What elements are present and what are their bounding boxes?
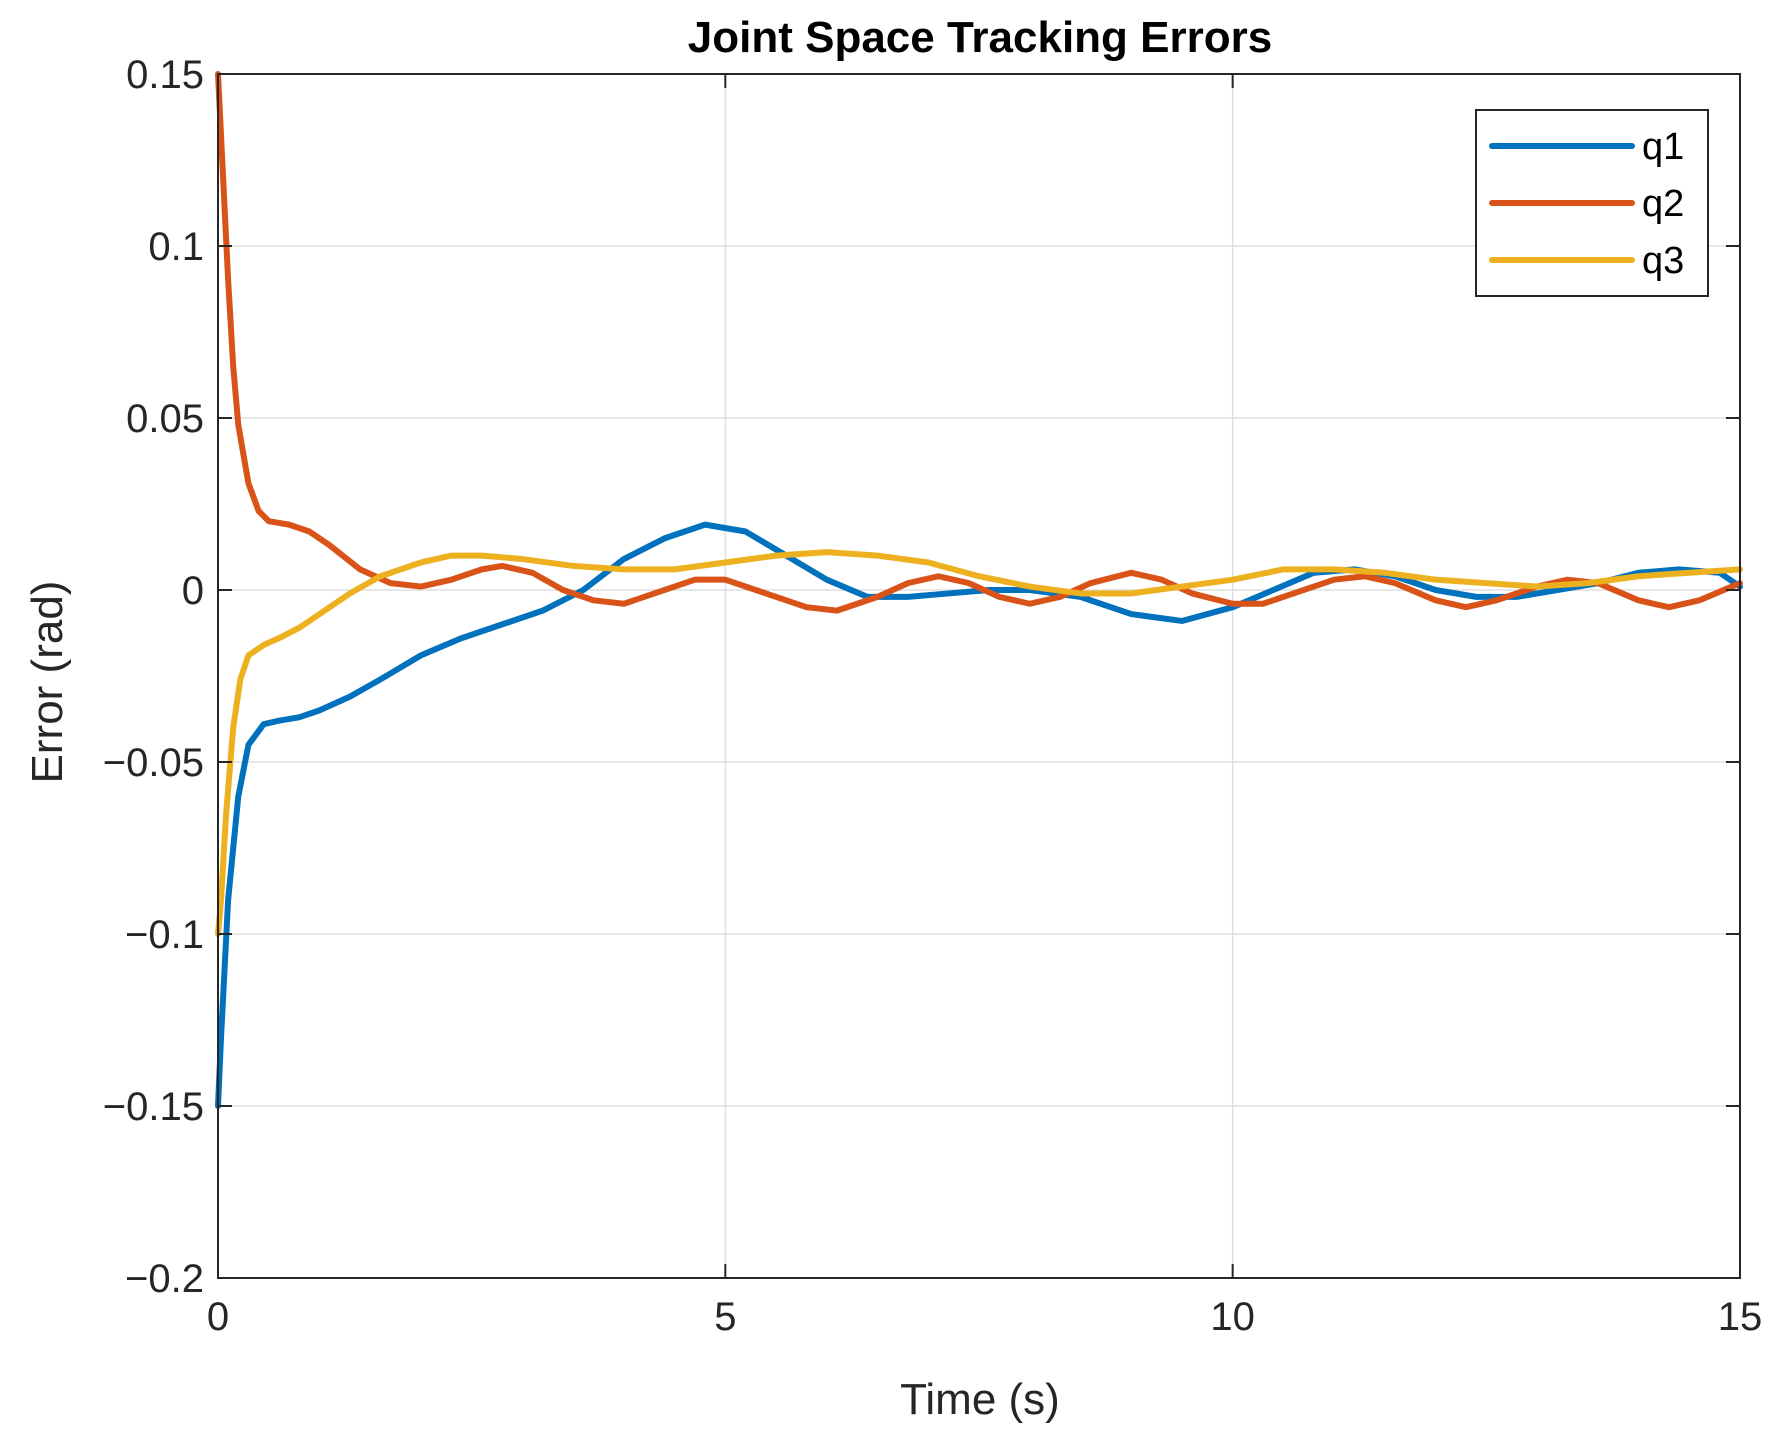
y-tick-label: −0.05 [103,741,204,785]
y-axis-label: Error (rad) [23,581,72,784]
y-tick-label: 0.05 [126,397,204,441]
legend-label-q2: q2 [1642,183,1684,225]
legend-label-q3: q3 [1642,240,1684,282]
plot-frame [217,73,1741,1279]
y-tick-label: 0.1 [148,225,204,269]
x-axis-label: Time (s) [900,1375,1060,1424]
series-line-q1 [215,521,1743,1109]
y-tick-label: 0 [182,569,204,613]
legend: q1 q2 q3 [1475,109,1709,297]
x-tick-labels: 0 5 10 15 [207,1295,1762,1339]
axes [217,73,1741,1279]
series-line-q3 [215,549,1743,937]
chart-title: Joint Space Tracking Errors [688,13,1272,62]
y-tick-label: 0.15 [126,53,204,97]
y-tick-label: −0.2 [125,1257,204,1301]
y-tick-label: −0.15 [103,1085,204,1129]
legend-label-q1: q1 [1642,126,1684,168]
series-line-q2 [215,71,1743,614]
y-tick-labels: −0.2 −0.15 −0.1 −0.05 0 0.05 0.1 0.15 [103,53,204,1301]
x-tick-label: 0 [207,1295,229,1339]
series-lines [215,71,1743,1109]
x-tick-label: 5 [714,1295,736,1339]
x-tick-label: 10 [1210,1295,1255,1339]
y-tick-label: −0.1 [125,913,204,957]
x-tick-label: 15 [1718,1295,1763,1339]
